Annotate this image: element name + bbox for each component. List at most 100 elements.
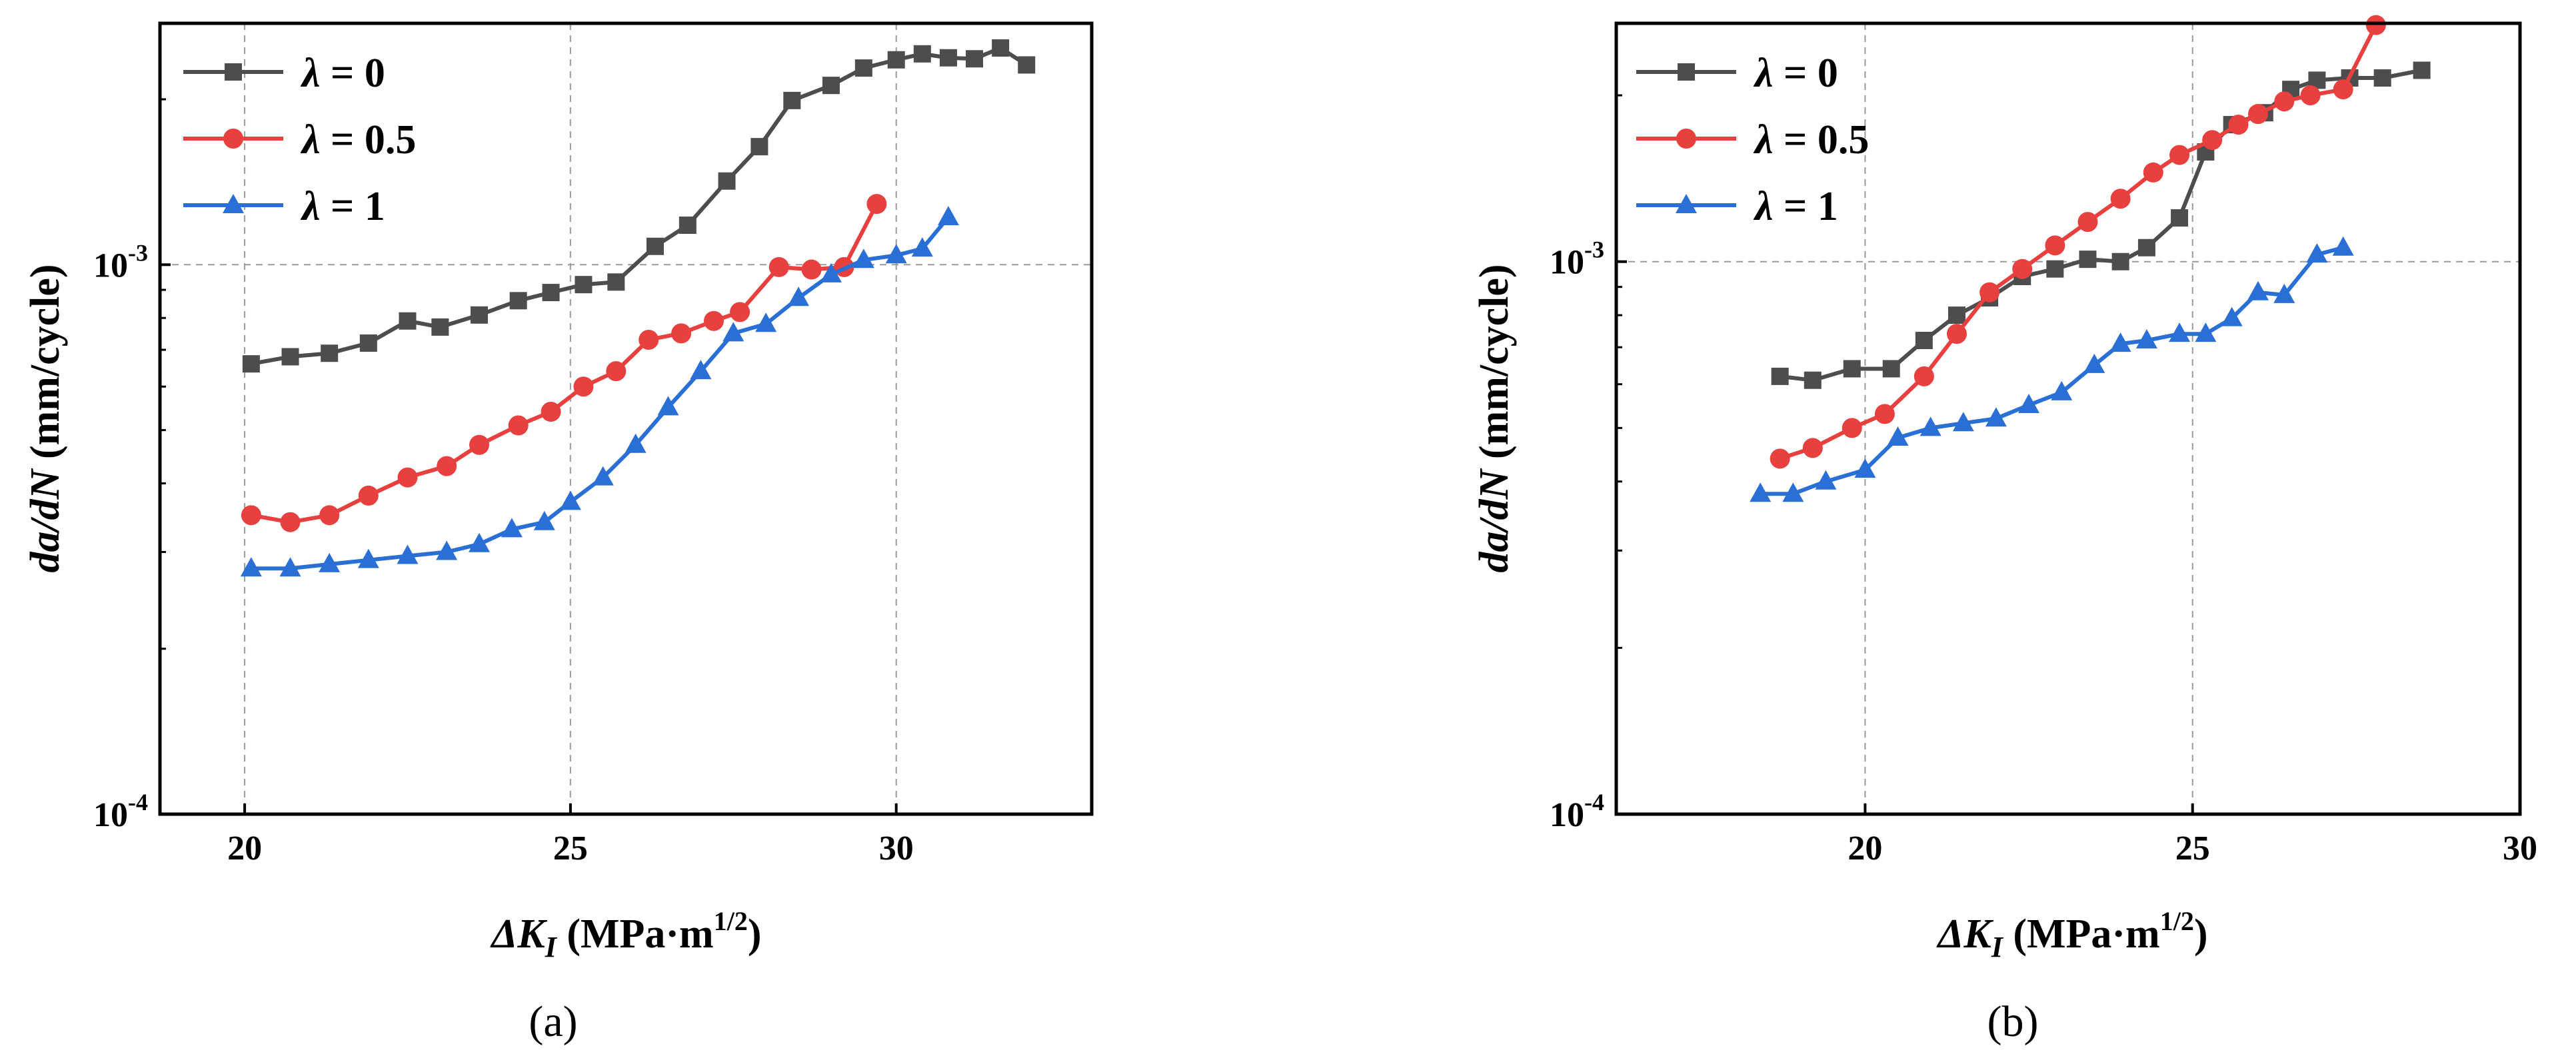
legend-label-1: λ = 0.5 bbox=[1753, 117, 1869, 163]
data-point-series-1 bbox=[2274, 91, 2295, 112]
data-point-series-2 bbox=[788, 286, 810, 306]
data-point-series-2 bbox=[501, 518, 523, 538]
data-point-series-2 bbox=[1887, 426, 1909, 446]
data-point-series-1 bbox=[2110, 189, 2131, 209]
y-axis-label-group: da/dN (mm/cycle) bbox=[23, 264, 68, 572]
data-point-series-2 bbox=[1920, 416, 1941, 436]
y-axis-label-units: (mm/cycle) bbox=[1472, 264, 1517, 469]
x-tick-label: 30 bbox=[2503, 829, 2537, 867]
legend-symbol: λ bbox=[300, 117, 321, 163]
x-tick-label: 25 bbox=[553, 829, 588, 867]
y-tick-exponent: -3 bbox=[1584, 237, 1604, 263]
data-point-series-1 bbox=[801, 259, 822, 280]
data-point-series-0 bbox=[1915, 332, 1933, 350]
legend-symbol: λ bbox=[1753, 51, 1774, 96]
data-point-series-2 bbox=[357, 548, 379, 568]
data-point-series-2 bbox=[592, 466, 614, 486]
data-point-series-1 bbox=[639, 330, 659, 350]
data-point-series-1 bbox=[2228, 115, 2249, 135]
legend-value: = 1 bbox=[1774, 184, 1838, 229]
data-point-series-2 bbox=[559, 490, 581, 510]
legend-marker-2 bbox=[1676, 194, 1697, 213]
data-point-series-2 bbox=[2306, 243, 2328, 263]
legend-marker-1 bbox=[1676, 129, 1696, 149]
legend-symbol: λ bbox=[300, 51, 321, 96]
x-tick-label: 20 bbox=[227, 829, 262, 867]
x-axis-label-superscript: 1/2 bbox=[714, 906, 748, 936]
x-tick-label: 25 bbox=[2175, 829, 2210, 867]
data-point-series-1 bbox=[358, 485, 379, 506]
data-point-series-2 bbox=[469, 532, 491, 552]
y-tick-label: 10-3 bbox=[93, 239, 148, 284]
data-point-series-1 bbox=[437, 456, 457, 476]
series-line-2 bbox=[251, 216, 950, 571]
data-point-series-1 bbox=[573, 376, 594, 397]
data-point-series-2 bbox=[657, 396, 679, 416]
data-point-series-1 bbox=[2169, 145, 2190, 165]
y-axis-label-symbol: da/dN bbox=[23, 468, 68, 572]
data-point-series-1 bbox=[1979, 282, 2000, 302]
data-point-series-0 bbox=[2171, 209, 2189, 227]
y-tick-exponent: -4 bbox=[128, 789, 148, 815]
data-point-series-2 bbox=[755, 312, 777, 332]
data-point-series-1 bbox=[2143, 162, 2163, 183]
data-point-series-0 bbox=[575, 276, 593, 294]
data-point-series-1 bbox=[730, 302, 750, 322]
data-point-series-0 bbox=[887, 51, 905, 69]
data-point-series-0 bbox=[718, 172, 736, 190]
legend-label-2: λ = 1 bbox=[1753, 184, 1838, 229]
data-point-series-2 bbox=[533, 510, 555, 530]
data-point-series-0 bbox=[431, 318, 449, 336]
legend-value: = 0 bbox=[321, 51, 385, 96]
legend-marker-0 bbox=[225, 63, 242, 81]
data-point-series-1 bbox=[397, 467, 418, 488]
data-point-series-1 bbox=[1874, 404, 1895, 424]
data-point-series-0 bbox=[542, 284, 560, 302]
data-point-series-0 bbox=[992, 39, 1010, 57]
data-point-series-2 bbox=[2109, 332, 2131, 352]
data-point-series-2 bbox=[937, 206, 959, 226]
x-axis-label-units: (MPa·m bbox=[2003, 911, 2160, 957]
data-point-series-2 bbox=[852, 249, 874, 268]
y-axis-label-units: (mm/cycle) bbox=[23, 264, 68, 469]
data-point-series-1 bbox=[241, 505, 261, 526]
data-point-series-2 bbox=[2195, 322, 2217, 342]
legend-symbol: λ bbox=[1753, 184, 1774, 229]
legend-value: = 0 bbox=[1774, 51, 1838, 96]
y-tick-base: 10 bbox=[1550, 796, 1584, 834]
data-point-series-1 bbox=[280, 512, 301, 532]
y-axis-label-symbol: da/dN bbox=[1472, 468, 1517, 572]
data-point-series-2 bbox=[690, 360, 712, 380]
data-point-series-0 bbox=[783, 91, 801, 109]
x-axis-label-units: (MPa·m bbox=[557, 911, 714, 957]
data-point-series-1 bbox=[2045, 235, 2065, 256]
y-tick-label: 10-4 bbox=[1550, 789, 1604, 834]
data-point-series-0 bbox=[966, 50, 984, 68]
legend-marker-1 bbox=[223, 129, 243, 149]
legend-value: = 1 bbox=[321, 184, 385, 229]
data-point-series-0 bbox=[1843, 360, 1861, 378]
data-point-series-2 bbox=[279, 557, 301, 577]
data-point-series-0 bbox=[2079, 251, 2097, 268]
data-point-series-0 bbox=[471, 306, 489, 324]
plot-frame bbox=[1614, 21, 2522, 816]
x-axis-label-symbol: ΔK bbox=[1935, 911, 1993, 957]
y-tick-label: 10-4 bbox=[93, 789, 148, 834]
data-point-series-1 bbox=[1914, 366, 1934, 386]
y-tick-base: 10 bbox=[1550, 244, 1584, 282]
data-point-series-1 bbox=[1842, 418, 1862, 438]
data-point-series-0 bbox=[1882, 360, 1900, 378]
legend-label-0: λ = 0 bbox=[1753, 51, 1838, 96]
legend-label-1: λ = 0.5 bbox=[300, 117, 416, 163]
x-axis-label-subscript: I bbox=[1991, 931, 2004, 963]
data-point-series-1 bbox=[703, 310, 724, 331]
legend-symbol: λ bbox=[1753, 117, 1774, 163]
data-point-series-1 bbox=[606, 361, 627, 382]
data-point-series-2 bbox=[2273, 283, 2295, 303]
data-point-series-0 bbox=[509, 292, 527, 310]
x-axis-label-units-close: ) bbox=[2194, 911, 2208, 957]
legend-value: = 0.5 bbox=[1774, 117, 1870, 163]
data-point-series-2 bbox=[1750, 482, 1772, 502]
data-point-series-2 bbox=[1782, 482, 1804, 502]
data-point-series-2 bbox=[2169, 322, 2191, 342]
